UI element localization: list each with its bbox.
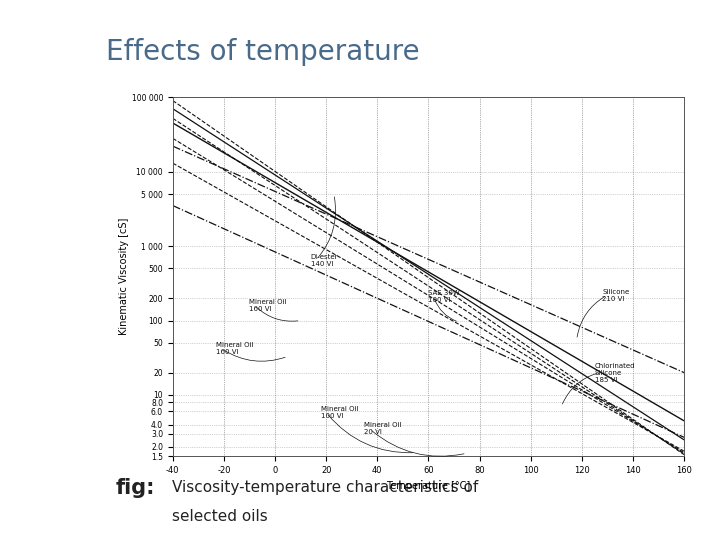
Ellipse shape bbox=[0, 49, 56, 275]
Text: Mineral Oil
100 VI: Mineral Oil 100 VI bbox=[321, 406, 359, 419]
Text: Mineral Oil
160 VI: Mineral Oil 160 VI bbox=[249, 299, 287, 312]
Text: Silicone
210 VI: Silicone 210 VI bbox=[602, 288, 629, 301]
Text: selected oils: selected oils bbox=[171, 509, 267, 524]
Text: Viscosity-temperature characteristics of: Viscosity-temperature characteristics of bbox=[171, 481, 478, 495]
Text: Chlorinated
Silicone
185 VI: Chlorinated Silicone 185 VI bbox=[595, 362, 635, 382]
Y-axis label: Kinematic Viscosity [cS]: Kinematic Viscosity [cS] bbox=[119, 218, 129, 335]
Ellipse shape bbox=[24, 135, 92, 297]
Ellipse shape bbox=[0, 16, 102, 113]
Text: Mineral Oil
20 VI: Mineral Oil 20 VI bbox=[364, 422, 402, 435]
X-axis label: Temperature [°C]: Temperature [°C] bbox=[386, 481, 471, 490]
Text: Di-ester
140 VI: Di-ester 140 VI bbox=[311, 253, 338, 267]
Text: Effects of temperature: Effects of temperature bbox=[107, 38, 420, 66]
Text: fig:: fig: bbox=[116, 478, 156, 498]
Text: Mineral Oil
160 VI: Mineral Oil 160 VI bbox=[216, 342, 253, 355]
Text: SAE 30W
100 VI: SAE 30W 100 VI bbox=[428, 290, 460, 303]
